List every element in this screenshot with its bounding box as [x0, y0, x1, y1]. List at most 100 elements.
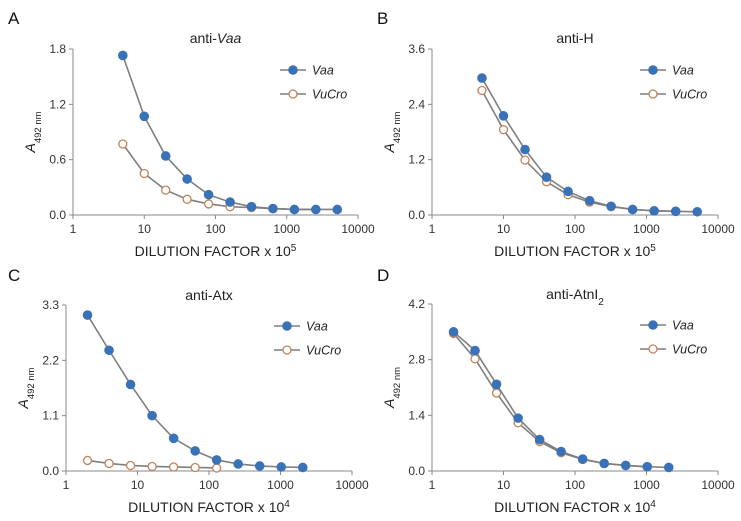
data-point	[233, 459, 243, 469]
x-tick-label: 1	[63, 478, 70, 492]
data-point	[620, 460, 631, 471]
y-axis-label-subscript: 492 nm	[392, 111, 403, 143]
data-point	[311, 204, 321, 215]
panel-letter: C	[8, 266, 20, 285]
legend-label: Vaa	[672, 64, 694, 78]
x-tick-label: 10	[497, 222, 511, 236]
series-line	[122, 143, 316, 211]
data-point	[448, 327, 459, 337]
chart-title: anti-H	[556, 30, 593, 46]
y-axis-label: A492 nm	[381, 111, 403, 153]
data-point	[692, 206, 703, 217]
data-point	[470, 345, 480, 356]
x-tick-label: 1	[429, 478, 436, 492]
x-tick-label: 100	[199, 478, 219, 492]
data-point	[289, 204, 300, 215]
y-tick-label: 4.2	[408, 297, 425, 311]
data-point	[182, 174, 192, 184]
x-tick-label: 10000	[701, 222, 735, 236]
y-tick-label: 3.6	[408, 42, 425, 56]
series-vaa	[477, 73, 703, 217]
x-axis-label-exponent: 4	[650, 499, 656, 510]
legend-marker	[648, 65, 658, 75]
data-point	[520, 144, 530, 155]
legend-label: VuCro	[672, 343, 707, 357]
y-tick-label: 0.0	[42, 464, 59, 478]
data-point	[534, 434, 545, 445]
data-point	[556, 446, 566, 457]
y-tick-label: 2.4	[408, 97, 425, 111]
data-point	[160, 151, 171, 161]
y-tick-label: 2.8	[408, 353, 425, 367]
series-vaa	[118, 50, 343, 215]
y-tick-label: 0.0	[49, 208, 66, 222]
x-tick-label: 10	[131, 478, 145, 492]
y-axis-label-subscript: 492 nm	[26, 367, 37, 399]
data-point	[82, 455, 93, 466]
y-axis-label-text: A	[381, 399, 397, 409]
data-point	[168, 462, 179, 472]
y-axis-label-subscript: 492 nm	[392, 367, 403, 399]
data-point	[168, 433, 179, 444]
x-axis-label: DILUTION FACTOR x 104	[128, 499, 290, 516]
data-point	[649, 206, 659, 216]
series-line	[122, 55, 338, 211]
data-point	[606, 201, 616, 212]
y-axis-label: A492 nm	[22, 111, 44, 153]
y-axis-label-text: A	[22, 143, 38, 153]
legend-label: Vaa	[306, 320, 328, 334]
data-point	[642, 461, 653, 472]
legend-marker	[288, 65, 298, 75]
data-point	[190, 462, 200, 473]
data-point	[297, 462, 308, 473]
x-tick-label: 1	[429, 222, 436, 236]
x-tick-label: 10000	[335, 478, 369, 492]
y-tick-label: 3.3	[42, 298, 59, 312]
y-tick-label: 1.8	[49, 42, 66, 56]
chart-title-text: anti-AtnI	[546, 286, 598, 302]
series-line	[481, 90, 676, 213]
panel-letter: A	[8, 9, 20, 28]
legend-label: Vaa	[672, 319, 694, 333]
x-tick-label: 10000	[701, 478, 735, 492]
chart-title: anti-Vaa	[190, 30, 242, 46]
data-point	[104, 458, 114, 469]
x-axis-label-exponent: 4	[284, 499, 290, 510]
x-tick-label: 100	[565, 478, 585, 492]
data-point	[182, 194, 192, 204]
data-point	[212, 463, 222, 473]
y-axis-label-subscript: 492 nm	[33, 111, 44, 143]
x-tick-label: 1000	[633, 222, 660, 236]
legend-marker	[648, 320, 658, 330]
y-tick-label: 1.4	[408, 408, 425, 422]
x-axis-label-exponent: 5	[291, 243, 297, 254]
y-axis-label: A492 nm	[15, 367, 37, 409]
data-point	[125, 379, 136, 390]
x-tick-label: 10	[138, 222, 152, 236]
data-point	[663, 462, 674, 473]
chart-title-italic: Vaa	[217, 30, 242, 46]
legend-marker	[648, 89, 658, 99]
x-tick-label: 1000	[267, 478, 294, 492]
data-point	[498, 125, 509, 135]
x-tick-label: 10	[497, 478, 511, 492]
legend-label: VuCro	[312, 88, 347, 102]
data-point	[670, 206, 681, 217]
chart-title: anti-AtnI2	[546, 286, 604, 308]
x-tick-label: 100	[205, 222, 225, 236]
x-axis-label-text: DILUTION FACTOR x 10	[494, 243, 650, 259]
panel-letter: B	[377, 9, 388, 28]
data-point	[139, 111, 150, 122]
data-point	[147, 410, 157, 421]
legend-label: Vaa	[312, 64, 334, 78]
y-tick-label: 0.0	[408, 464, 425, 478]
data-point	[211, 455, 222, 465]
data-point	[118, 139, 128, 149]
y-tick-label: 1.2	[49, 97, 66, 111]
series-vucro	[118, 139, 321, 215]
data-point	[627, 204, 638, 215]
data-point	[477, 73, 487, 83]
